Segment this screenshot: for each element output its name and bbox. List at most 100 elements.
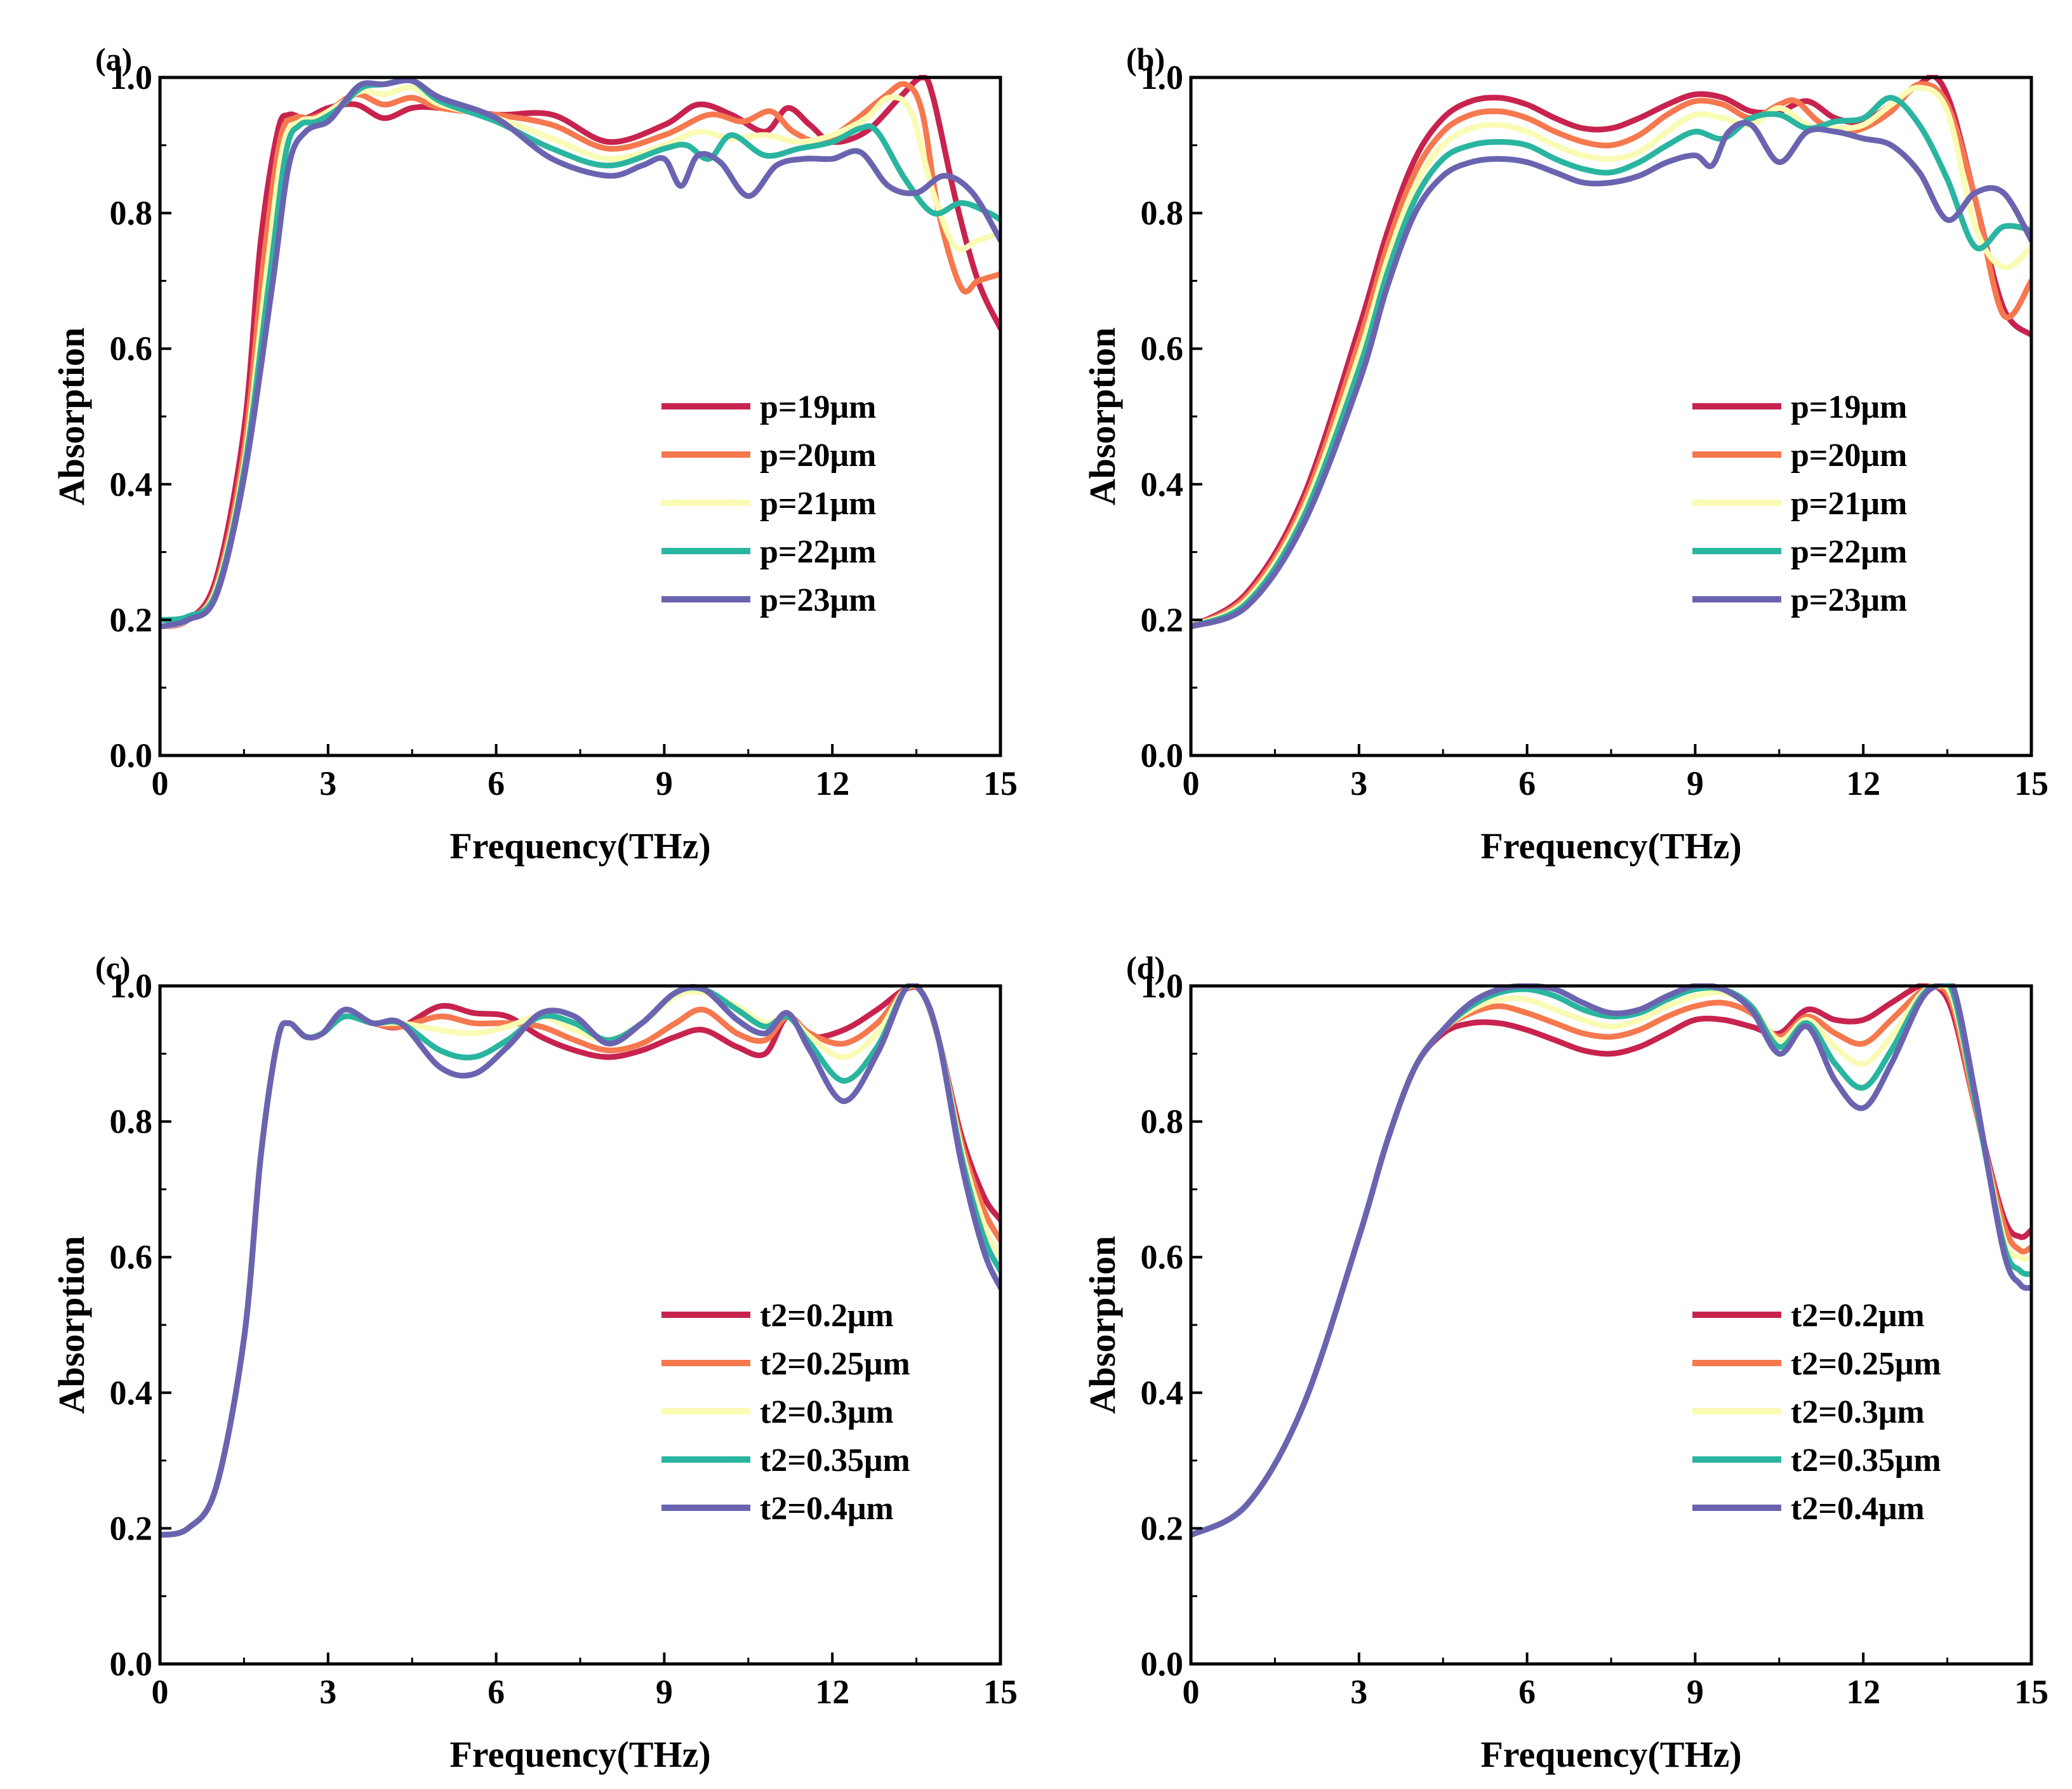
y-tick-label: 0.6 — [110, 1238, 153, 1276]
x-tick-label: 6 — [1518, 764, 1536, 802]
legend-label: p=19μm — [1791, 389, 1907, 425]
series-line-5 — [1191, 120, 2031, 630]
y-axis-title: Absorption — [1082, 1236, 1123, 1414]
y-axis-title: Absorption — [51, 328, 92, 505]
legend-label: t2=0.35μm — [760, 1442, 910, 1479]
series-line-5 — [160, 983, 1000, 1538]
y-tick-label: 0.2 — [110, 601, 153, 639]
x-tick-label: 15 — [2014, 764, 2049, 802]
legend-label: t2=0.35μm — [1791, 1442, 1941, 1479]
y-tick-label: 0.0 — [110, 1645, 153, 1683]
legend-label: p=23μm — [1791, 582, 1907, 618]
x-tick-label: 3 — [1350, 1673, 1367, 1711]
x-tick-label: 0 — [152, 764, 169, 802]
panel-label: (a) — [95, 41, 132, 77]
y-tick-label: 0.6 — [110, 329, 153, 368]
legend-label: t2=0.4μm — [1791, 1491, 1925, 1527]
panel-label: (c) — [95, 950, 131, 985]
x-axis-title: Frequency(THz) — [449, 825, 710, 867]
series-line-2 — [160, 81, 1000, 630]
series-line-5 — [1191, 983, 2031, 1538]
series-line-2 — [1191, 81, 2031, 630]
chart-panel-a: 0 3 6 9 12 15 0.0 0.2 0.4 0.6 0.8 1.0 Frequency(THz)… — [51, 41, 1018, 867]
x-tick-label: 15 — [983, 1673, 1018, 1711]
x-tick-label: 12 — [1846, 764, 1880, 802]
x-tick-label: 12 — [815, 764, 849, 802]
legend-label: t2=0.25μm — [760, 1346, 910, 1382]
chart-panel-b: 0 3 6 9 12 15 0.0 0.2 0.4 0.6 0.8 1.0 Frequency(THz)… — [1082, 41, 2049, 867]
x-axis-title: Frequency(THz) — [449, 1734, 710, 1775]
y-tick-label: 0.2 — [1141, 1509, 1184, 1547]
y-tick-label: 1.0 — [110, 58, 153, 96]
y-tick-label: 0.0 — [1141, 1645, 1184, 1683]
series-line-5 — [160, 77, 1000, 630]
y-tick-label: 0.8 — [110, 1103, 153, 1141]
legend: t2=0.2μm t2=0.25μm t2=0.3μm t2=0.35μm t2=0.4… — [1692, 1298, 1941, 1527]
x-tick-label: 3 — [319, 764, 336, 802]
legend: p=19μm p=20μm p=21μm p=22μm p=23μm — [1692, 389, 1907, 618]
y-tick-label: 0.0 — [110, 736, 153, 775]
series-line-4 — [1191, 95, 2031, 630]
series-group — [160, 75, 1000, 630]
x-tick-label: 0 — [152, 1673, 169, 1711]
chart-panel-c: 0 3 6 9 12 15 0.0 0.2 0.4 0.6 0.8 1.0 Frequency(THz)… — [51, 950, 1018, 1775]
x-tick-label: 9 — [656, 764, 673, 802]
legend-label: p=20μm — [760, 437, 876, 474]
x-tick-label: 9 — [1687, 1673, 1704, 1711]
x-tick-label: 0 — [1183, 1673, 1200, 1711]
legend: p=19μm p=20μm p=21μm p=22μm p=23μm — [661, 389, 876, 618]
y-tick-label: 0.6 — [1141, 329, 1184, 368]
y-tick-label: 0.2 — [110, 1509, 153, 1547]
y-tick-label: 0.2 — [1141, 601, 1184, 639]
y-tick-label: 0.4 — [110, 1374, 153, 1412]
x-axis-title: Frequency(THz) — [1480, 825, 1741, 867]
legend-label: p=19μm — [760, 389, 876, 425]
x-tick-label: 6 — [488, 764, 505, 802]
x-tick-label: 15 — [983, 764, 1018, 802]
y-tick-label: 0.8 — [1141, 1103, 1184, 1141]
y-tick-label: 1.0 — [110, 967, 153, 1005]
series-group — [160, 983, 1000, 1538]
legend-label: p=22μm — [1791, 534, 1907, 570]
x-tick-label: 15 — [2014, 1673, 2049, 1711]
y-axis-title: Absorption — [1082, 328, 1123, 505]
x-tick-label: 6 — [488, 1673, 505, 1711]
chart-panel-d: 0 3 6 9 12 15 0.0 0.2 0.4 0.6 0.8 1.0 Frequency(THz)… — [1082, 950, 2049, 1775]
legend-label: p=21μm — [1791, 486, 1907, 522]
legend-label: t2=0.2μm — [1791, 1298, 1925, 1334]
y-tick-label: 1.0 — [1141, 967, 1184, 1005]
legend-label: p=23μm — [760, 582, 876, 618]
x-axis-title: Frequency(THz) — [1480, 1734, 1741, 1775]
series-line-4 — [160, 77, 1000, 623]
y-tick-label: 0.4 — [1141, 1374, 1184, 1412]
legend-label: t2=0.4μm — [760, 1491, 894, 1527]
legend-label: p=22μm — [760, 534, 876, 570]
legend: t2=0.2μm t2=0.25μm t2=0.3μm t2=0.35μm t2=0.4… — [661, 1298, 910, 1527]
x-tick-label: 0 — [1183, 764, 1200, 802]
x-tick-label: 3 — [1350, 764, 1367, 802]
legend-label: t2=0.3μm — [760, 1394, 894, 1430]
series-line-3 — [1191, 84, 2031, 630]
legend-label: p=21μm — [760, 486, 876, 522]
x-tick-label: 9 — [1687, 764, 1704, 802]
y-tick-label: 0.4 — [110, 465, 153, 503]
legend-label: t2=0.25μm — [1791, 1346, 1941, 1382]
legend-label: t2=0.3μm — [1791, 1394, 1925, 1430]
y-tick-label: 0.8 — [110, 194, 153, 232]
x-tick-label: 12 — [815, 1673, 849, 1711]
x-tick-label: 9 — [656, 1673, 673, 1711]
y-tick-label: 0.6 — [1141, 1238, 1184, 1276]
y-axis-title: Absorption — [51, 1236, 92, 1414]
y-tick-label: 0.4 — [1141, 465, 1184, 503]
legend-label: t2=0.2μm — [760, 1298, 894, 1334]
x-tick-label: 3 — [319, 1673, 336, 1711]
y-tick-label: 0.8 — [1141, 194, 1184, 232]
x-tick-label: 12 — [1846, 1673, 1880, 1711]
y-tick-label: 0.0 — [1141, 736, 1184, 775]
panel-label: (d) — [1126, 950, 1165, 985]
panel-label: (b) — [1126, 41, 1165, 77]
y-tick-label: 1.0 — [1141, 58, 1184, 96]
x-tick-label: 6 — [1518, 1673, 1536, 1711]
legend-label: p=20μm — [1791, 437, 1907, 474]
